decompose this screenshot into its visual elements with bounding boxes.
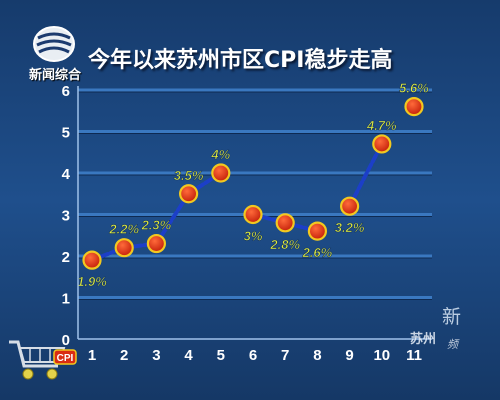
data-point-marker <box>307 221 327 241</box>
cpi-badge: CPI <box>57 353 74 364</box>
data-point-marker <box>211 163 231 183</box>
chart-title: 今年以来苏州市区CPI稳步走高 <box>88 48 393 73</box>
watermark-suffix: 频 <box>447 338 458 351</box>
data-point-marker <box>114 238 134 258</box>
x-tick-label: 7 <box>281 347 289 364</box>
data-label: 3.5% <box>174 168 204 183</box>
data-label: 1.9% <box>77 274 107 289</box>
y-tick-label: 3 <box>62 208 70 225</box>
data-label: 5.6% <box>399 81 429 96</box>
shopping-cart-icon: CPI <box>9 340 77 380</box>
watermark-city: 苏州 <box>410 332 437 347</box>
x-tick-label: 5 <box>217 347 225 364</box>
data-point-marker <box>146 233 166 254</box>
data-point-marker <box>179 184 199 204</box>
x-tick-label: 11 <box>406 347 422 364</box>
x-tick-label: 3 <box>152 347 160 364</box>
y-tick-label: 6 <box>62 83 70 100</box>
y-tick-label: 4 <box>62 166 71 183</box>
x-tick-label: 2 <box>120 347 128 364</box>
data-label: 2.2% <box>108 222 139 237</box>
x-tick-label: 9 <box>345 347 353 364</box>
y-tick-label: 5 <box>62 125 70 142</box>
data-label: 3.2% <box>335 220 365 235</box>
watermark-character: 新 <box>442 306 462 328</box>
y-tick-label: 2 <box>62 249 70 266</box>
channel-name: 新闻综合 <box>29 68 82 83</box>
data-point-marker <box>404 96 424 117</box>
data-label: 2.6% <box>302 245 333 260</box>
data-point-marker <box>372 134 392 154</box>
x-tick-label: 10 <box>373 347 390 364</box>
data-label: 4% <box>210 147 230 162</box>
data-label: 2.8% <box>269 237 300 252</box>
data-label: 4.7% <box>366 118 397 133</box>
data-label: 3% <box>244 229 263 244</box>
x-tick-label: 8 <box>313 347 321 364</box>
series-line-segment <box>154 191 191 246</box>
x-tick-label: 6 <box>249 347 257 364</box>
series-line-segment <box>347 141 384 209</box>
data-point-marker <box>243 204 263 225</box>
channel-logo-icon <box>33 26 75 62</box>
x-tick-label: 1 <box>88 347 96 364</box>
data-point-marker <box>82 250 102 270</box>
data-point-marker <box>275 213 295 233</box>
data-point-marker <box>340 196 360 216</box>
y-tick-label: 1 <box>62 291 70 308</box>
data-label: 2.3% <box>141 218 172 233</box>
y-tick-label: 0 <box>62 332 70 349</box>
x-tick-label: 4 <box>184 347 193 364</box>
